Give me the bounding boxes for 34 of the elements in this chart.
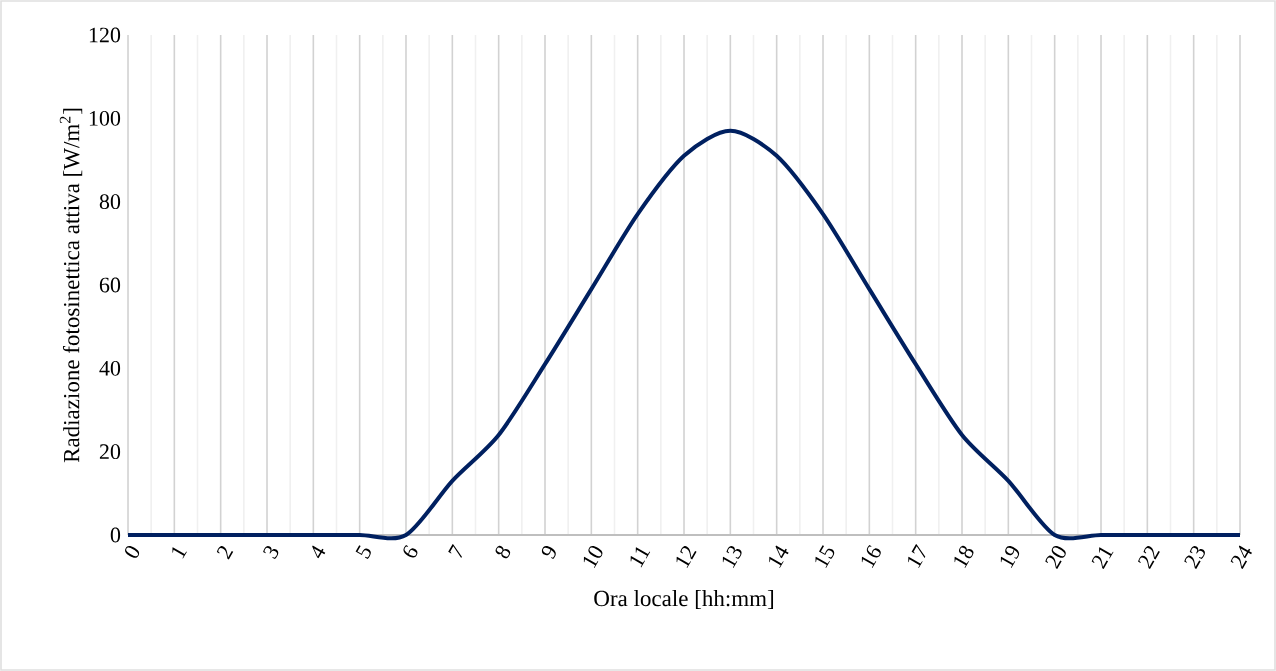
x-tick-label: 0 [125,546,140,558]
y-tick-label: 120 [89,27,121,43]
x-tick-label: 21 [1091,547,1114,569]
x-tick-label: 18 [954,545,974,569]
x-tick-label: 16 [861,544,881,569]
x-tick-label: 24 [1230,545,1252,569]
x-tick-label: 20 [1045,546,1066,569]
x-tick-label: 2 [216,546,234,560]
y-axis-title: Radiazione fotosinettica attiva [W/m$^{2}$] [59,108,83,463]
y-tick-label: 80 [99,194,121,210]
y-tick-label: 0 [110,527,121,543]
y-tick-label: 20 [99,444,121,460]
x-tick-label: 17 [908,544,926,569]
x-tick-label: 19 [1000,546,1020,569]
x-tick-label: 1 [172,547,187,559]
x-tick-label: 8 [495,545,511,559]
x-tick-label: 22 [1138,546,1160,569]
x-tick-label: 13 [722,545,742,569]
x-tick-label: 10 [583,546,603,569]
x-tick-label: 6 [403,544,418,558]
x-tick-label: 7 [448,544,462,559]
y-tick-label: 40 [99,360,121,376]
x-tick-label: 15 [815,545,835,569]
y-tick-label: 60 [99,277,121,293]
y-tick-label: 100 [89,110,121,126]
x-tick-label: 9 [541,546,556,560]
x-tick-label: 14 [769,545,789,569]
x-tick-label: 11 [630,547,651,568]
x-tick-label: 23 [1184,545,1205,569]
x-tick-label: 5 [355,545,371,559]
x-axis-title: Ora locale [hh:mm] [594,590,774,610]
x-tick-label: 4 [312,545,326,559]
x-tick-label: 12 [676,546,697,569]
x-tick-label: 3 [263,545,279,560]
